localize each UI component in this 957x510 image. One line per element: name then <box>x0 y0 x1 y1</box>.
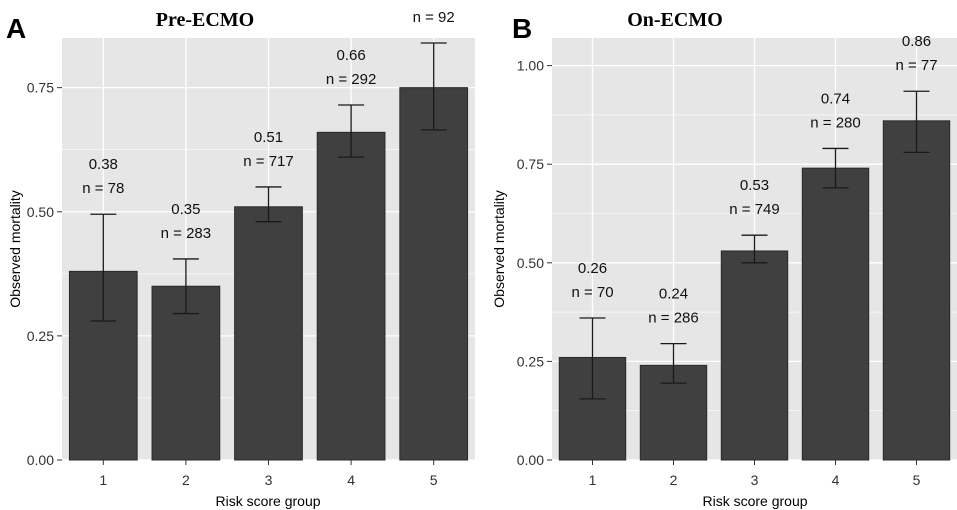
panel-on-ecmo: B On-ECMO 0.26 n = 70 0.24 n = 286 0.53 n = 7… <box>491 9 957 509</box>
sample-size-label: n = 717 <box>243 153 293 170</box>
x-tick-label: 3 <box>751 472 759 488</box>
y-tick-label: 0.25 <box>517 353 544 369</box>
y-axis-label-on-ecmo: Observed mortality <box>491 190 507 307</box>
bar-on-ecmo-group-3 <box>720 250 789 461</box>
x-axis-label-pre-ecmo: Risk score group <box>215 493 320 509</box>
y-ticks-pre-ecmo: 0.00 0.25 0.50 0.75 <box>27 80 62 468</box>
y-tick-label: 0.50 <box>27 204 54 220</box>
error-bar-on-ecmo-group-5 <box>903 90 930 154</box>
value-label: 0.26 <box>578 260 607 277</box>
sample-size-label: n = 280 <box>810 114 860 131</box>
value-label: 0.51 <box>254 129 283 146</box>
x-axis-label-on-ecmo: Risk score group <box>702 493 807 509</box>
bar-pre-ecmo-group-3 <box>234 206 303 461</box>
bar-on-ecmo-group-4 <box>801 167 870 461</box>
y-tick-label: 0.25 <box>27 328 54 344</box>
sample-size-label: n = 283 <box>161 225 211 242</box>
error-bar-on-ecmo-group-3 <box>741 234 768 264</box>
x-tick-label: 4 <box>832 472 840 488</box>
sample-size-label: n = 286 <box>648 310 698 327</box>
value-label: 0.38 <box>89 156 118 173</box>
y-tick-label: 1.00 <box>517 58 544 74</box>
x-ticks-on-ecmo: 1 2 3 4 5 <box>589 460 921 488</box>
bars-pre-ecmo <box>68 87 469 461</box>
x-tick-label: 4 <box>347 472 355 488</box>
x-tick-label: 5 <box>913 472 921 488</box>
error-bar-on-ecmo-group-1 <box>579 317 606 400</box>
y-ticks-on-ecmo: 0.00 0.25 0.50 0.75 1.00 <box>517 58 552 468</box>
y-tick-label: 0.00 <box>517 452 544 468</box>
chart-title-on-ecmo: On-ECMO <box>627 9 723 31</box>
bar-pre-ecmo-group-5 <box>399 87 469 461</box>
y-tick-label: 0.50 <box>517 255 544 271</box>
value-label: 0.35 <box>171 201 200 218</box>
panel-pre-ecmo: A Pre-ECMO 0.38 n = 78 0.35 n = 283 0.51 n = … <box>6 0 475 509</box>
value-label: 0.53 <box>740 177 769 194</box>
panel-letter-a: A <box>6 13 26 44</box>
x-tick-label: 1 <box>99 472 107 488</box>
value-label: 0.66 <box>336 47 365 64</box>
sample-size-label: n = 78 <box>82 180 124 197</box>
value-label: 0.74 <box>821 90 850 107</box>
bar-on-ecmo-group-5 <box>882 120 951 461</box>
x-tick-label: 5 <box>430 472 438 488</box>
bar-pre-ecmo-group-4 <box>316 131 386 461</box>
x-tick-label: 2 <box>182 472 190 488</box>
x-ticks-pre-ecmo: 1 2 3 4 5 <box>99 460 438 488</box>
bar-pre-ecmo-group-2 <box>151 285 221 461</box>
error-bar-pre-ecmo-group-1 <box>90 213 117 322</box>
y-tick-label: 0.75 <box>517 156 544 172</box>
sample-size-label: n = 292 <box>326 71 376 88</box>
chart-title-pre-ecmo: Pre-ECMO <box>156 9 255 31</box>
bars-on-ecmo <box>558 120 951 461</box>
value-label: 0.75 <box>419 0 448 2</box>
panel-letter-b: B <box>512 13 532 44</box>
error-bar-pre-ecmo-group-4 <box>338 104 365 158</box>
sample-size-label: n = 92 <box>413 9 455 26</box>
value-label: 0.86 <box>902 33 931 50</box>
error-bar-pre-ecmo-group-2 <box>172 258 199 315</box>
error-bar-on-ecmo-group-2 <box>660 343 687 384</box>
sample-size-label: n = 70 <box>571 284 613 301</box>
value-label: 0.24 <box>659 286 688 303</box>
error-bars-on-ecmo <box>579 90 930 400</box>
error-bars-pre-ecmo <box>90 42 447 322</box>
error-bar-pre-ecmo-group-5 <box>420 42 447 131</box>
data-labels-on-ecmo: 0.26 n = 70 0.24 n = 286 0.53 n = 749 0.74 n = … <box>571 33 937 326</box>
x-tick-label: 3 <box>265 472 273 488</box>
x-tick-label: 2 <box>670 472 678 488</box>
sample-size-label: n = 77 <box>895 57 937 74</box>
error-bar-on-ecmo-group-4 <box>822 147 849 189</box>
y-tick-label: 0.75 <box>27 80 54 96</box>
error-bar-pre-ecmo-group-3 <box>255 186 282 223</box>
sample-size-label: n = 749 <box>729 201 779 218</box>
x-tick-label: 1 <box>589 472 597 488</box>
y-tick-label: 0.00 <box>27 452 54 468</box>
y-axis-label-pre-ecmo: Observed mortality <box>7 190 23 307</box>
data-labels-pre-ecmo: 0.38 n = 78 0.35 n = 283 0.51 n = 717 0.66 n = … <box>82 0 455 242</box>
